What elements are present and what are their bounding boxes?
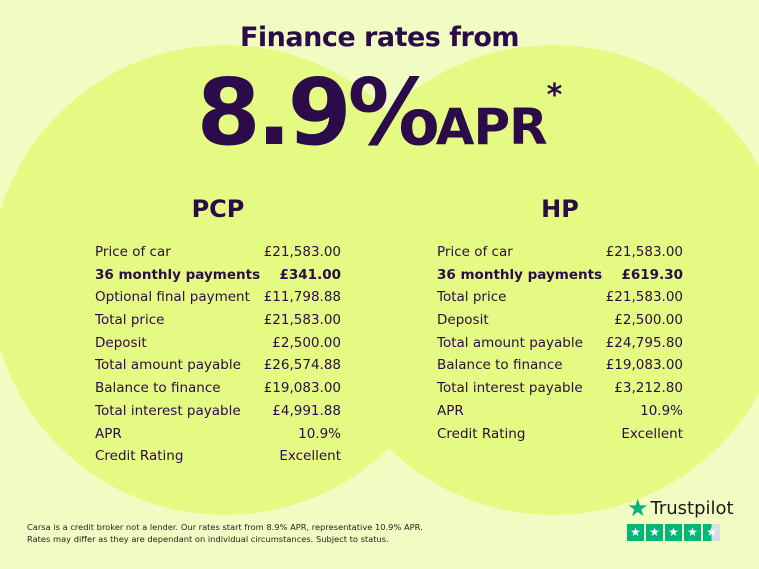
row-value: £2,500.00: [272, 334, 341, 351]
row-value: Excellent: [279, 448, 341, 465]
table-row: APR 10.9%: [95, 423, 341, 446]
row-label: APR: [437, 402, 464, 419]
row-label: Total amount payable: [95, 357, 241, 374]
row-label: Total price: [95, 312, 165, 329]
table-row: Total amount payable £24,795.80: [437, 332, 683, 355]
row-value: £3,212.80: [614, 380, 683, 397]
row-label: Deposit: [437, 312, 489, 329]
row-label: Total price: [437, 289, 507, 306]
row-value: £24,795.80: [605, 334, 683, 351]
row-value: £11,798.88: [263, 289, 341, 306]
table-row: Balance to finance £19,083.00: [437, 354, 683, 377]
rate-value: 8.9%: [196, 59, 440, 166]
row-value: £4,991.88: [272, 402, 341, 419]
row-label: Credit Rating: [437, 425, 526, 442]
trustpilot-logo: ★ Trustpilot: [627, 494, 734, 522]
row-value: £21,583.00: [605, 244, 683, 260]
table-row: Total price £21,583.00: [95, 309, 341, 332]
row-value: £21,583.00: [605, 289, 683, 306]
disclaimer-line-1: Carsa is a credit broker not a lender. O…: [27, 522, 423, 532]
rate-display: 8.9%APR*: [0, 58, 759, 168]
row-value: £19,083.00: [605, 357, 683, 374]
asterisk: *: [546, 78, 563, 113]
row-value: 10.9%: [640, 402, 683, 419]
rating-star-icon: ★: [627, 524, 644, 541]
rating-star-icon: ★: [665, 524, 682, 541]
row-value: £21,583.00: [263, 312, 341, 329]
row-label: Optional final payment: [95, 289, 250, 306]
hp-title: HP: [541, 195, 579, 223]
rating-star-icon: ★: [684, 524, 701, 541]
row-label: Price of car: [437, 244, 513, 260]
row-label: Balance to finance: [437, 357, 563, 374]
table-row: Price of car £21,583.00: [437, 241, 683, 264]
row-value: £2,500.00: [614, 312, 683, 329]
row-label: Total amount payable: [437, 334, 583, 351]
table-row: Credit Rating Excellent: [437, 423, 683, 446]
row-label: Total interest payable: [95, 402, 241, 419]
pcp-table: PCP Price of car £21,583.00 36 monthly pay…: [95, 195, 341, 468]
trustpilot-rating: ★ ★ ★ ★ ★: [627, 524, 734, 541]
background-circle-right: [318, 45, 759, 515]
disclaimer-line-2: Rates may differ as they are dependant o…: [27, 534, 389, 544]
trustpilot-badge[interactable]: ★ Trustpilot ★ ★ ★ ★ ★: [627, 494, 734, 541]
row-label: APR: [95, 425, 122, 442]
disclaimer: Carsa is a credit broker not a lender. O…: [27, 521, 423, 545]
row-label: Total interest payable: [437, 380, 583, 397]
row-label: Credit Rating: [95, 448, 184, 465]
table-row: APR 10.9%: [437, 400, 683, 423]
rating-star-icon: ★: [703, 524, 720, 541]
table-row: Total interest payable £3,212.80: [437, 377, 683, 400]
row-value: £619.30: [621, 266, 684, 283]
table-row: Total amount payable £26,574.88: [95, 354, 341, 377]
table-row: 36 monthly payments £341.00: [95, 264, 341, 287]
row-value: £21,583.00: [263, 244, 341, 260]
table-row: Total interest payable £4,991.88: [95, 400, 341, 423]
row-label: Price of car: [95, 244, 171, 260]
row-label: 36 monthly payments: [95, 266, 261, 283]
pcp-title: PCP: [191, 195, 245, 223]
row-label: 36 monthly payments: [437, 266, 603, 283]
table-row: Balance to finance £19,083.00: [95, 377, 341, 400]
row-label: Balance to finance: [95, 380, 221, 397]
row-value: Excellent: [621, 425, 683, 442]
row-label: Deposit: [95, 334, 147, 351]
headline: Finance rates from: [239, 22, 520, 53]
table-row: Deposit £2,500.00: [437, 309, 683, 332]
table-row: Deposit £2,500.00: [95, 332, 341, 355]
table-row: Total price £21,583.00: [437, 286, 683, 309]
table-row: Price of car £21,583.00: [95, 241, 341, 264]
row-value: 10.9%: [298, 425, 341, 442]
row-value: £26,574.88: [263, 357, 341, 374]
rating-star-icon: ★: [646, 524, 663, 541]
row-value: £341.00: [279, 266, 342, 283]
table-row: 36 monthly payments £619.30: [437, 264, 683, 287]
table-row: Credit Rating Excellent: [95, 445, 341, 468]
table-row: Optional final payment £11,798.88: [95, 286, 341, 309]
rate-suffix: APR: [435, 98, 548, 156]
trustpilot-star-icon: ★: [627, 494, 649, 522]
row-value: £19,083.00: [263, 380, 341, 397]
hp-table: HP Price of car £21,583.00 36 monthly paym…: [437, 195, 683, 445]
